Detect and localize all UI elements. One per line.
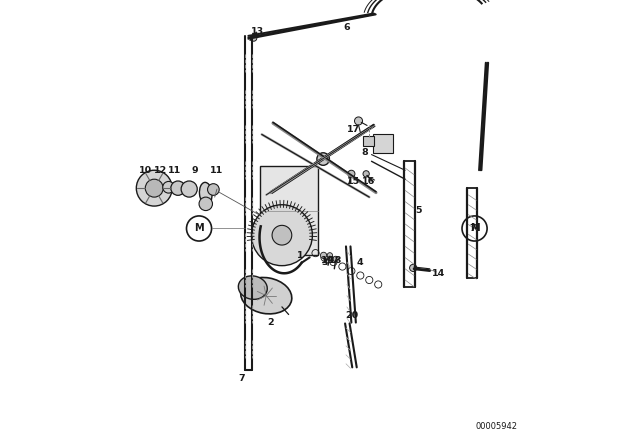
Circle shape bbox=[272, 225, 292, 245]
FancyBboxPatch shape bbox=[373, 134, 392, 153]
Text: 10: 10 bbox=[139, 166, 152, 175]
Text: 20: 20 bbox=[345, 311, 358, 320]
Circle shape bbox=[181, 181, 197, 197]
Circle shape bbox=[363, 171, 369, 177]
Circle shape bbox=[171, 181, 185, 195]
Text: 8: 8 bbox=[362, 148, 368, 157]
Circle shape bbox=[348, 170, 355, 177]
Ellipse shape bbox=[200, 182, 212, 205]
Text: 3: 3 bbox=[321, 258, 328, 267]
Text: 17: 17 bbox=[347, 125, 360, 134]
Circle shape bbox=[251, 35, 257, 41]
Circle shape bbox=[462, 216, 487, 241]
Text: 7: 7 bbox=[238, 374, 245, 383]
Circle shape bbox=[199, 197, 212, 211]
Text: 6: 6 bbox=[344, 23, 350, 32]
Text: 18: 18 bbox=[329, 256, 342, 265]
Circle shape bbox=[317, 153, 330, 165]
Circle shape bbox=[333, 256, 339, 262]
Circle shape bbox=[136, 170, 172, 206]
Text: 9: 9 bbox=[191, 166, 198, 175]
FancyBboxPatch shape bbox=[260, 166, 317, 255]
Text: 14: 14 bbox=[432, 269, 445, 278]
Circle shape bbox=[145, 179, 163, 197]
Text: 16: 16 bbox=[362, 177, 375, 186]
Text: 7: 7 bbox=[469, 224, 476, 233]
Text: 12: 12 bbox=[154, 166, 168, 175]
FancyBboxPatch shape bbox=[364, 136, 374, 146]
Text: M: M bbox=[194, 224, 204, 233]
Text: 00005942: 00005942 bbox=[476, 422, 518, 431]
Text: 15: 15 bbox=[347, 177, 360, 186]
Text: 11: 11 bbox=[211, 166, 223, 175]
Text: 11: 11 bbox=[168, 166, 181, 175]
Circle shape bbox=[186, 216, 212, 241]
Text: 4: 4 bbox=[357, 258, 364, 267]
Text: 19: 19 bbox=[321, 256, 334, 265]
Text: 2: 2 bbox=[268, 318, 274, 327]
Circle shape bbox=[327, 253, 333, 258]
Circle shape bbox=[252, 205, 312, 266]
Text: 13: 13 bbox=[251, 27, 264, 36]
Ellipse shape bbox=[238, 276, 268, 299]
Circle shape bbox=[207, 184, 220, 195]
Circle shape bbox=[321, 252, 327, 258]
Text: M: M bbox=[470, 224, 479, 233]
Circle shape bbox=[163, 181, 175, 193]
Circle shape bbox=[355, 117, 362, 125]
Text: 5: 5 bbox=[415, 206, 422, 215]
Circle shape bbox=[410, 264, 417, 271]
Text: 1: 1 bbox=[296, 251, 303, 260]
Ellipse shape bbox=[241, 277, 292, 314]
